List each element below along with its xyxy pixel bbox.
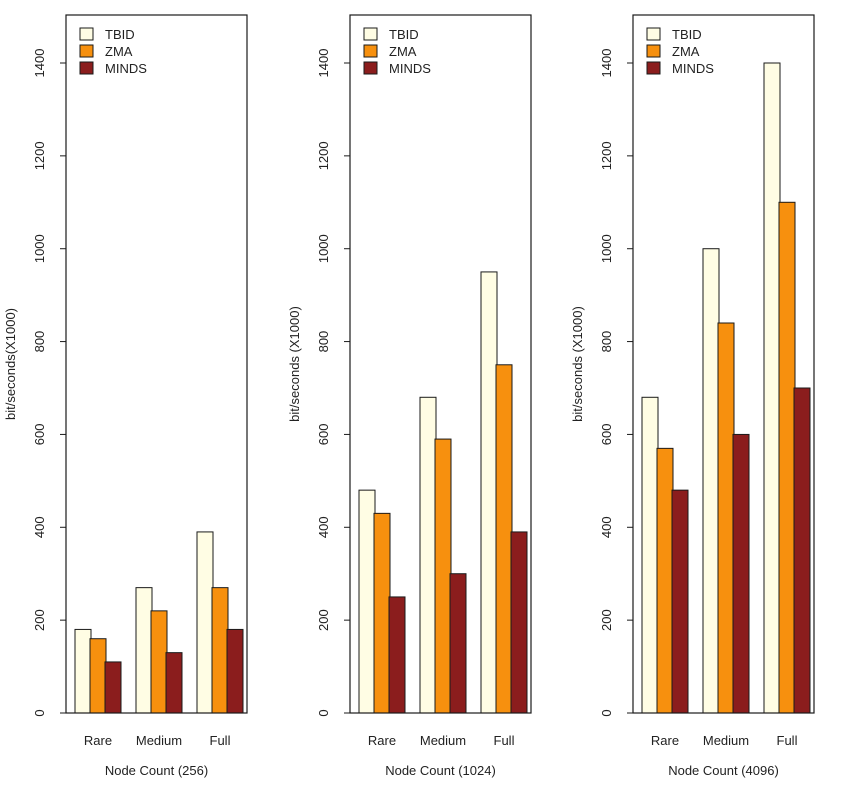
legend-swatch-minds (79, 61, 94, 75)
x-tick-label: Medium (136, 733, 182, 748)
bar-zma-full (211, 587, 229, 714)
bar-minds-medium (732, 433, 750, 714)
chart-panel-3: Rare Medium Full 0 200 400 600 800 1000 1200 1400 b… (570, 14, 815, 778)
x-tick-label: Medium (420, 733, 466, 748)
legend-swatch-tbid (363, 27, 378, 41)
legend-label-tbid: TBID (105, 27, 135, 42)
y-tick-label: 0 (316, 709, 331, 716)
y-axis: 0 200 400 600 800 1000 1200 1400 (32, 49, 66, 717)
y-tick-label: 400 (599, 516, 614, 538)
bar-tbid-medium (419, 396, 437, 714)
bar-zma-full (495, 364, 513, 714)
x-tick-label: Medium (703, 733, 749, 748)
y-axis: 0 200 400 600 800 1000 1200 1400 (316, 49, 350, 717)
x-tick-label: Full (777, 733, 798, 748)
x-tick-label: Rare (368, 733, 396, 748)
y-tick-label: 1000 (316, 234, 331, 263)
x-axis-title: Node Count (4096) (668, 763, 779, 778)
legend-swatch-zma (79, 44, 94, 58)
bar-zma-rare (89, 638, 107, 714)
bar-zma-medium (150, 610, 168, 714)
bar-zma-full (778, 201, 796, 714)
x-tick-label: Rare (84, 733, 112, 748)
y-tick-label: 1000 (32, 234, 47, 263)
legend-label-minds: MINDS (389, 61, 431, 76)
x-tick-label: Full (494, 733, 515, 748)
legend: TBID ZMA MINDS (646, 27, 714, 76)
plot-frame (632, 14, 815, 714)
x-tick-label: Rare (651, 733, 679, 748)
y-tick-label: 800 (599, 331, 614, 353)
y-tick-label: 1200 (32, 141, 47, 170)
y-tick-label: 1200 (599, 141, 614, 170)
legend-swatch-zma (646, 44, 661, 58)
bar-minds-medium (449, 573, 467, 714)
bar-tbid-full (480, 271, 498, 714)
bar-minds-rare (671, 489, 689, 714)
y-tick-label: 1200 (316, 141, 331, 170)
bar-tbid-full (196, 531, 214, 714)
legend-label-zma: ZMA (672, 44, 700, 59)
bar-minds-full (510, 531, 528, 714)
chart-panel-1: Rare Medium Full 0 200 400 600 800 1000 1200 1400 b… (3, 14, 248, 778)
legend: TBID ZMA MINDS (79, 27, 147, 76)
bar-minds-rare (388, 596, 406, 714)
bar-minds-full (793, 387, 811, 714)
legend-label-zma: ZMA (389, 44, 417, 59)
legend-swatch-tbid (646, 27, 661, 41)
y-axis: 0 200 400 600 800 1000 1200 1400 (599, 49, 633, 717)
bar-zma-medium (434, 438, 452, 714)
y-tick-label: 600 (316, 424, 331, 446)
bar-zma-medium (717, 322, 735, 714)
x-axis-title: Node Count (1024) (385, 763, 496, 778)
legend-swatch-minds (363, 61, 378, 75)
bar-zma-rare (373, 512, 391, 714)
bar-tbid-medium (702, 248, 720, 714)
legend-swatch-zma (363, 44, 378, 58)
y-tick-label: 1400 (316, 49, 331, 78)
bar-minds-rare (104, 661, 122, 714)
legend-swatch-tbid (79, 27, 94, 41)
legend-label-tbid: TBID (672, 27, 702, 42)
y-tick-label: 200 (32, 609, 47, 631)
y-tick-label: 600 (32, 424, 47, 446)
bar-tbid-rare (74, 628, 92, 714)
x-tick-label: Full (210, 733, 231, 748)
legend-label-minds: MINDS (105, 61, 147, 76)
y-tick-label: 200 (599, 609, 614, 631)
bar-tbid-rare (358, 489, 376, 714)
x-axis-title: Node Count (256) (105, 763, 208, 778)
y-tick-label: 1400 (599, 49, 614, 78)
chart-panel-2: Rare Medium Full 0 200 400 600 800 1000 1200 1400 b… (287, 14, 532, 778)
y-tick-label: 0 (32, 709, 47, 716)
y-tick-label: 400 (32, 516, 47, 538)
bar-tbid-full (763, 62, 781, 714)
y-tick-label: 200 (316, 609, 331, 631)
y-axis-title: bit/seconds (X1000) (570, 306, 585, 422)
bar-zma-rare (656, 447, 674, 714)
legend-label-minds: MINDS (672, 61, 714, 76)
y-tick-label: 800 (316, 331, 331, 353)
y-tick-label: 1400 (32, 49, 47, 78)
plot-frame (349, 14, 532, 714)
plot-frame (65, 14, 248, 714)
legend-label-tbid: TBID (389, 27, 419, 42)
y-tick-label: 0 (599, 709, 614, 716)
legend-label-zma: ZMA (105, 44, 133, 59)
legend: TBID ZMA MINDS (363, 27, 431, 76)
bar-minds-full (226, 628, 244, 714)
y-tick-label: 400 (316, 516, 331, 538)
legend-swatch-minds (646, 61, 661, 75)
y-tick-label: 1000 (599, 234, 614, 263)
y-axis-title: bit/seconds (X1000) (287, 306, 302, 422)
y-tick-label: 600 (599, 424, 614, 446)
bar-tbid-rare (641, 396, 659, 714)
y-axis-title: bit/seconds(X1000) (3, 308, 18, 420)
y-tick-label: 800 (32, 331, 47, 353)
bar-tbid-medium (135, 587, 153, 714)
bar-minds-medium (165, 652, 183, 714)
